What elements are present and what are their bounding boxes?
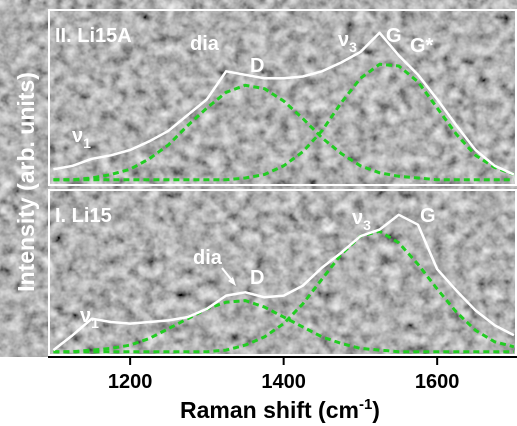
annotation: I. Li15: [55, 205, 112, 227]
annotation-sub: 3: [349, 39, 357, 55]
annotation-sub: 1: [91, 315, 99, 331]
annotation: G*: [410, 35, 434, 57]
annotation-text: G: [420, 205, 436, 227]
chart: II. Li15AdiaDν3GG*ν1I. Li15diaDν3Gν1 Int…: [0, 0, 517, 426]
annotation: G: [386, 25, 402, 47]
annotation-sub: 1: [83, 135, 91, 151]
y-label: Intensity (arb. units): [13, 72, 39, 292]
annotation-text: D: [250, 55, 264, 77]
x-tick-label: 1400: [261, 371, 306, 393]
annotation-text: ν: [338, 29, 349, 51]
x-label-sup: -1: [359, 396, 372, 413]
annotation: dia: [190, 33, 220, 55]
annotation-text: dia: [193, 247, 223, 269]
annotation: II. Li15A: [55, 25, 132, 47]
annotation-text: D: [250, 267, 264, 289]
annotation: G: [420, 205, 436, 227]
annotation-text: G: [386, 25, 402, 47]
annotation-text: G*: [410, 35, 434, 57]
x-tick-label: 1200: [108, 371, 153, 393]
annotation-text: II. Li15A: [55, 25, 132, 47]
x-label-end: ): [372, 397, 380, 423]
annotation: D: [250, 55, 264, 77]
annotation-text: dia: [190, 33, 220, 55]
annotation: dia: [193, 247, 223, 269]
annotation-text: ν: [80, 305, 91, 327]
annotation-text: ν: [352, 207, 363, 229]
x-label: Raman shift (cm-1): [180, 396, 380, 423]
annotation-text: ν: [72, 125, 83, 147]
x-tick-label: 1600: [415, 371, 460, 393]
annotation-text: I. Li15: [55, 205, 112, 227]
x-label-text: Raman shift (cm: [180, 397, 359, 423]
annotation-sub: 3: [363, 217, 371, 233]
annotation: D: [250, 267, 264, 289]
